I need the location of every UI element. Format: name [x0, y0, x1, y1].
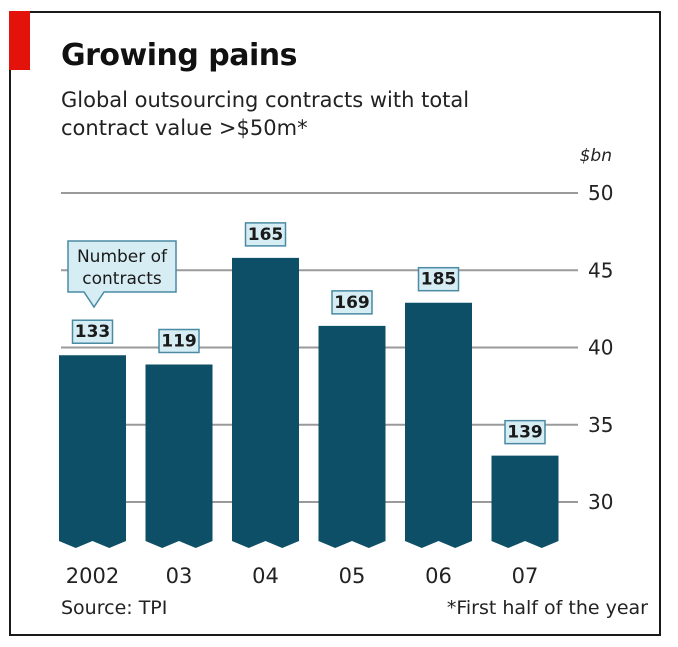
x-tick-label: 06 — [425, 564, 452, 588]
y-tick-label: 45 — [588, 258, 613, 282]
brand-tab — [9, 11, 30, 70]
data-label: 165 — [248, 225, 284, 245]
data-label: 185 — [421, 270, 457, 290]
category-labels: 2002 03 04 05 06 07 — [66, 564, 539, 588]
data-label: 119 — [161, 331, 197, 351]
data-labels: 133 119 165 169 185 139 — [71, 222, 546, 445]
bar — [318, 325, 386, 548]
bar — [59, 355, 126, 548]
annotation-box — [67, 240, 177, 309]
data-label-box — [504, 419, 546, 445]
x-tick-label: 07 — [512, 564, 539, 588]
x-tick-label: 04 — [252, 564, 279, 588]
bar — [491, 455, 559, 548]
data-label-box — [417, 266, 460, 292]
data-label: 169 — [334, 293, 370, 313]
data-label-box — [71, 319, 114, 344]
annotation-line-2: contracts — [82, 269, 162, 289]
y-tick-label: 40 — [588, 336, 613, 360]
y-unit-label: $bn — [580, 146, 612, 166]
data-label-box — [158, 328, 200, 354]
grid-lines: 30 35 40 45 50 — [61, 181, 613, 514]
x-tick-label: 05 — [339, 564, 366, 588]
y-tick-label: 30 — [588, 490, 613, 514]
data-label-box — [331, 290, 373, 315]
bar — [405, 302, 472, 548]
bars — [59, 257, 559, 548]
chart-subtitle: Global outsourcing contracts with total … — [61, 88, 470, 140]
y-tick-label: 50 — [588, 181, 613, 205]
annotation-line-1: Number of — [77, 247, 168, 267]
chart-title: Growing pains — [61, 38, 298, 73]
source-note: Source: TPI — [61, 597, 168, 619]
x-tick-label: 03 — [166, 564, 193, 588]
data-label-box — [244, 222, 287, 247]
x-tick-label: 2002 — [66, 564, 119, 588]
data-label: 133 — [75, 322, 111, 342]
bar — [145, 364, 213, 548]
y-tick-label: 35 — [588, 413, 613, 437]
data-label: 139 — [507, 423, 543, 443]
footnote: *First half of the year — [446, 597, 648, 619]
annotation-callout: Number of contracts — [67, 240, 177, 309]
bar — [232, 257, 299, 548]
